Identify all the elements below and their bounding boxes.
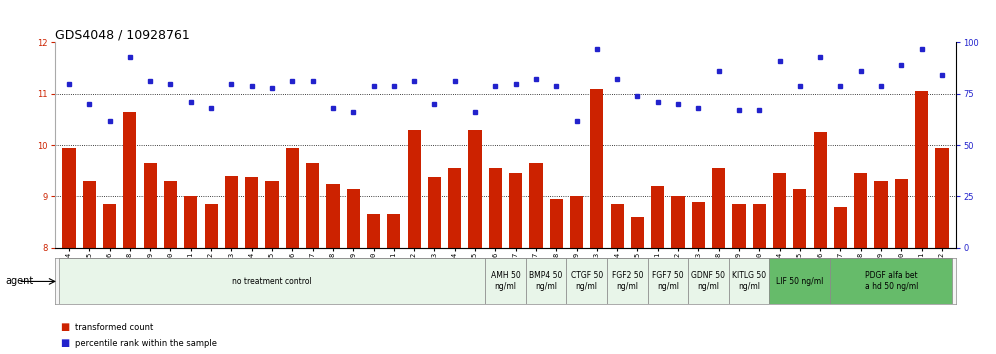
Text: BMP4 50
ng/ml: BMP4 50 ng/ml	[530, 272, 563, 291]
Bar	[83, 181, 96, 248]
Bar	[692, 201, 705, 248]
Text: GDNF 50
ng/ml: GDNF 50 ng/ml	[691, 272, 725, 291]
Bar	[550, 199, 563, 248]
Bar	[468, 130, 482, 248]
Bar	[671, 196, 684, 248]
Bar	[769, 258, 831, 304]
Bar	[688, 258, 729, 304]
Bar	[63, 148, 76, 248]
Bar	[834, 207, 847, 248]
Bar	[753, 204, 766, 248]
Bar	[286, 148, 299, 248]
Text: ■: ■	[60, 322, 69, 332]
Text: GDS4048 / 10928761: GDS4048 / 10928761	[55, 28, 189, 41]
Bar	[59, 258, 485, 304]
Bar	[143, 163, 156, 248]
Bar	[407, 130, 420, 248]
Text: PDGF alfa bet
a hd 50 ng/ml: PDGF alfa bet a hd 50 ng/ml	[865, 272, 918, 291]
Bar	[570, 196, 583, 248]
Text: FGF2 50
ng/ml: FGF2 50 ng/ml	[612, 272, 643, 291]
Bar	[855, 173, 868, 248]
Bar	[529, 163, 543, 248]
Text: ■: ■	[60, 338, 69, 348]
Bar	[647, 258, 688, 304]
Bar	[327, 184, 340, 248]
Bar	[567, 258, 607, 304]
Bar	[367, 215, 380, 248]
Text: agent: agent	[5, 276, 33, 286]
Bar	[184, 196, 197, 248]
Bar	[485, 258, 526, 304]
Bar	[526, 258, 567, 304]
Text: transformed count: transformed count	[75, 323, 153, 332]
Bar	[387, 215, 400, 248]
Bar	[448, 168, 461, 248]
Bar	[935, 148, 948, 248]
Bar	[729, 258, 769, 304]
Bar	[489, 168, 502, 248]
Bar	[874, 181, 887, 248]
Bar	[831, 258, 952, 304]
Bar	[773, 173, 786, 248]
Bar	[630, 217, 644, 248]
Bar	[712, 168, 725, 248]
Bar	[793, 189, 807, 248]
Text: FGF7 50
ng/ml: FGF7 50 ng/ml	[652, 272, 683, 291]
Bar	[103, 204, 117, 248]
Bar	[306, 163, 319, 248]
Text: no treatment control: no treatment control	[232, 277, 312, 286]
Bar	[611, 204, 623, 248]
Text: LIF 50 ng/ml: LIF 50 ng/ml	[776, 277, 824, 286]
Text: CTGF 50
ng/ml: CTGF 50 ng/ml	[571, 272, 603, 291]
Bar	[164, 181, 177, 248]
Bar	[347, 189, 360, 248]
Text: percentile rank within the sample: percentile rank within the sample	[75, 339, 217, 348]
Bar	[265, 181, 279, 248]
Bar	[225, 176, 238, 248]
Bar	[915, 91, 928, 248]
Text: KITLG 50
ng/ml: KITLG 50 ng/ml	[732, 272, 766, 291]
Bar	[732, 204, 746, 248]
Bar	[894, 178, 908, 248]
Text: AMH 50
ng/ml: AMH 50 ng/ml	[491, 272, 520, 291]
Bar	[607, 258, 647, 304]
Bar	[204, 204, 218, 248]
Bar	[509, 173, 522, 248]
Bar	[124, 112, 136, 248]
Bar	[591, 89, 604, 248]
Bar	[651, 186, 664, 248]
Bar	[814, 132, 827, 248]
Bar	[245, 177, 258, 248]
Bar	[428, 177, 441, 248]
